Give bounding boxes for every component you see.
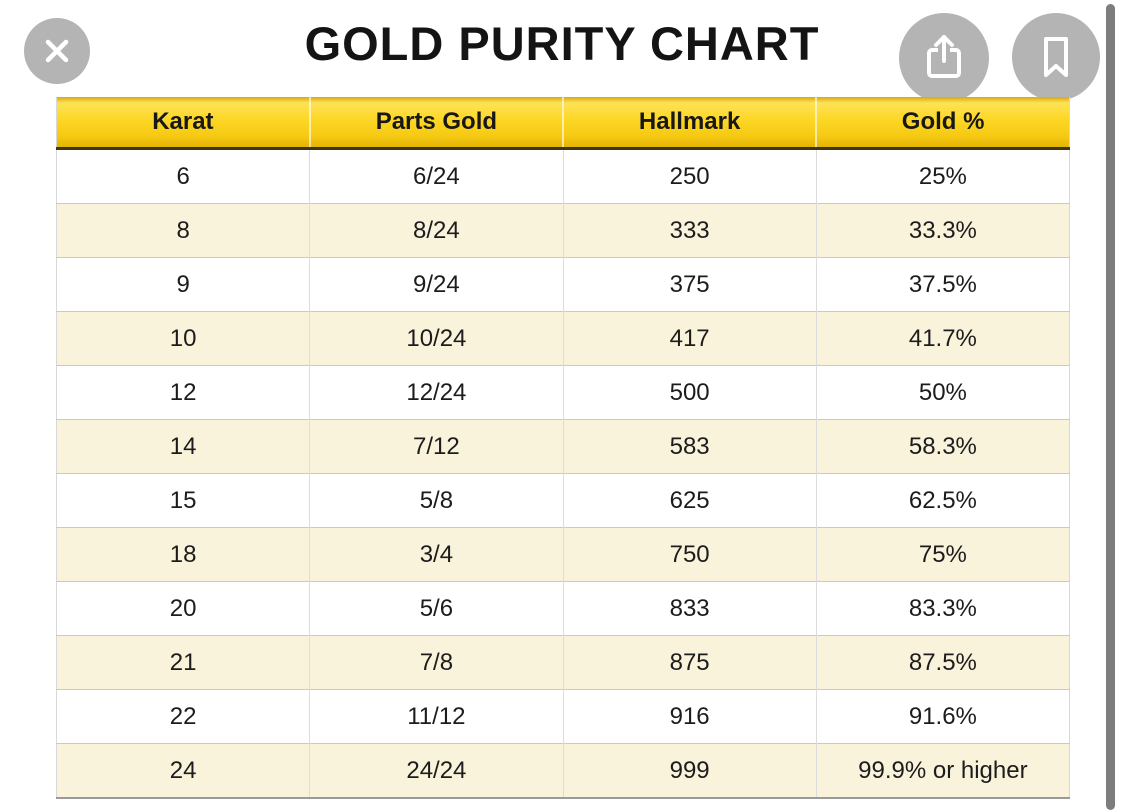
table-cell: 750 [562, 527, 817, 582]
table-cell: 25% [815, 148, 1070, 204]
bookmark-button[interactable] [1012, 13, 1100, 101]
table-row: 22 11/12 916 91.6% [56, 689, 1070, 744]
table-row: 10 10/24 417 41.7% [56, 311, 1070, 366]
table-row: 15 5/8 625 62.5% [56, 473, 1070, 528]
share-icon [921, 33, 967, 83]
table-cell: 37.5% [815, 257, 1070, 312]
table-cell: 33.3% [815, 203, 1070, 258]
table-cell: 583 [562, 419, 817, 474]
table-cell: 15 [56, 473, 310, 528]
table-row: 14 7/12 583 58.3% [56, 419, 1070, 474]
table-cell: 58.3% [815, 419, 1070, 474]
table-cell: 10 [56, 311, 310, 366]
column-header-hallmark: Hallmark [561, 97, 817, 150]
table-cell: 833 [562, 581, 817, 636]
table-cell: 75% [815, 527, 1070, 582]
table-cell: 5/8 [309, 473, 563, 528]
table-cell: 500 [562, 365, 817, 420]
table-cell: 9 [56, 257, 310, 312]
table-cell: 875 [562, 635, 817, 690]
table-cell: 18 [56, 527, 310, 582]
table-cell: 6/24 [309, 148, 563, 204]
table-cell: 87.5% [815, 635, 1070, 690]
table-cell: 916 [562, 689, 817, 744]
table-cell: 20 [56, 581, 310, 636]
table-cell: 333 [562, 203, 817, 258]
table-cell: 999 [562, 743, 817, 798]
column-header-karat: Karat [56, 97, 310, 150]
gold-purity-table: Karat Parts Gold Hallmark Gold % 6 6/24 25… [56, 97, 1070, 799]
table-cell: 250 [562, 148, 817, 204]
table-cell: 8 [56, 203, 310, 258]
table-cell: 417 [562, 311, 817, 366]
bookmark-icon [1034, 33, 1078, 81]
column-header-parts-gold: Parts Gold [308, 97, 563, 150]
table-row: 6 6/24 250 25% [56, 148, 1070, 204]
table-row: 9 9/24 375 37.5% [56, 257, 1070, 312]
table-cell: 24/24 [309, 743, 563, 798]
table-header-row: Karat Parts Gold Hallmark Gold % [56, 97, 1070, 150]
table-cell: 10/24 [309, 311, 563, 366]
table-cell: 91.6% [815, 689, 1070, 744]
table-cell: 41.7% [815, 311, 1070, 366]
table-row: 12 12/24 500 50% [56, 365, 1070, 420]
table-cell: 7/12 [309, 419, 563, 474]
table-cell: 12 [56, 365, 310, 420]
table-cell: 7/8 [309, 635, 563, 690]
table-row: 20 5/6 833 83.3% [56, 581, 1070, 636]
table-cell: 12/24 [309, 365, 563, 420]
table-cell: 99.9% or higher [815, 743, 1070, 798]
table-cell: 21 [56, 635, 310, 690]
column-header-gold-pct: Gold % [815, 97, 1070, 150]
table-cell: 62.5% [815, 473, 1070, 528]
vertical-scrollbar[interactable] [1106, 4, 1115, 810]
table-cell: 8/24 [309, 203, 563, 258]
table-row: 18 3/4 750 75% [56, 527, 1070, 582]
page-title: GOLD PURITY CHART [304, 17, 820, 70]
table-cell: 625 [562, 473, 817, 528]
close-icon [40, 34, 74, 68]
table-cell: 375 [562, 257, 817, 312]
table-cell: 24 [56, 743, 310, 798]
table-cell: 50% [815, 365, 1070, 420]
table-cell: 3/4 [309, 527, 563, 582]
table-cell: 22 [56, 689, 310, 744]
table-cell: 6 [56, 148, 310, 204]
table-row: 24 24/24 999 99.9% or higher [56, 743, 1070, 798]
table-cell: 9/24 [309, 257, 563, 312]
table-cell: 11/12 [309, 689, 563, 744]
share-button[interactable] [899, 13, 989, 103]
table-cell: 14 [56, 419, 310, 474]
table-cell: 5/6 [309, 581, 563, 636]
close-button[interactable] [24, 18, 90, 84]
table-body: 6 6/24 250 25% 8 8/24 333 33.3% 9 9/24 375 37.5% 10 1… [56, 148, 1070, 798]
table-cell: 83.3% [815, 581, 1070, 636]
table-row: 21 7/8 875 87.5% [56, 635, 1070, 690]
table-row: 8 8/24 333 33.3% [56, 203, 1070, 258]
